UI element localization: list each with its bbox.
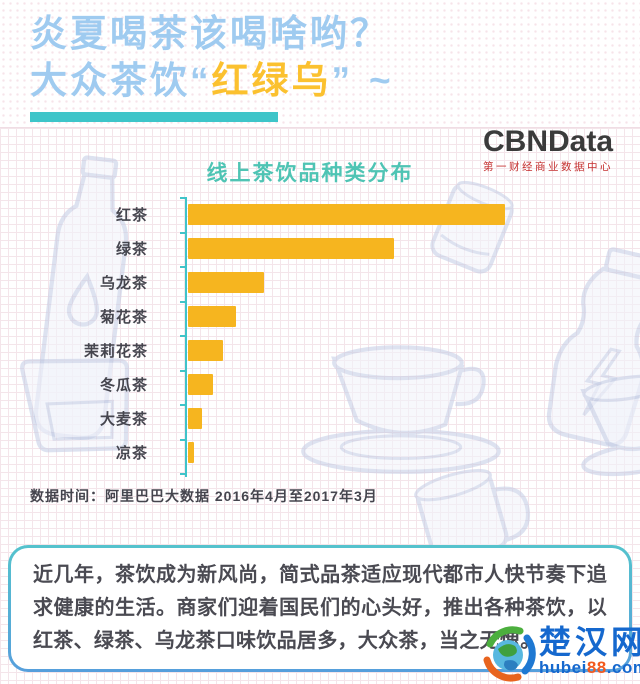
bar [188, 203, 505, 225]
main-title-line1: 炎夏喝茶该喝啥哟？ [30, 13, 390, 54]
axis-tick [180, 473, 185, 475]
axis-tick [180, 335, 185, 337]
title-tilde: ~ [369, 60, 394, 101]
axis-tick [180, 404, 185, 406]
chart-axis [180, 197, 187, 477]
main-title-line2: 大众茶饮“红绿乌” ~ [30, 57, 394, 104]
axis-tick [180, 197, 185, 199]
chart-title: 线上茶饮品种类分布 [206, 162, 414, 185]
bar [188, 441, 195, 463]
bar-label: 大麦茶 [99, 410, 148, 428]
bar [188, 407, 203, 429]
bar-row: 菊花茶 [0, 299, 640, 333]
bar-label: 茉莉花茶 [83, 342, 148, 360]
bar [188, 237, 395, 259]
axis-tick [180, 301, 185, 303]
teacup-illustration [295, 338, 507, 476]
mug-illustration [393, 451, 547, 576]
bar-row: 冬瓜茶 [0, 367, 640, 401]
bar [188, 373, 214, 395]
bar-chart: 红茶绿茶乌龙茶菊花茶茉莉花茶冬瓜茶大麦茶凉茶 [0, 197, 640, 469]
bar-label: 冬瓜茶 [99, 376, 148, 394]
bar-row: 红茶 [0, 197, 640, 231]
cbndata-logo: CBNData 第一财经商业数据中心 [468, 127, 628, 174]
title-line2-prefix: 大众茶饮 [30, 60, 190, 101]
bar-row: 乌龙茶 [0, 265, 640, 299]
axis-tick [180, 232, 185, 234]
axis-tick [180, 266, 185, 268]
brand-name: CBNData [482, 125, 614, 158]
site-url: hubei88.com [539, 658, 640, 677]
title-highlight: 红绿乌 [211, 60, 332, 101]
title-quote-open: “ [190, 60, 212, 101]
bar-label: 红茶 [115, 206, 148, 224]
bar-label: 乌龙茶 [99, 274, 148, 292]
bar-label: 菊花茶 [99, 308, 148, 326]
title-underline-bar [30, 112, 278, 122]
globe-icon [479, 625, 537, 684]
brand-subtitle: 第一财经商业数据中心 [483, 161, 613, 173]
bar-row: 绿茶 [0, 231, 640, 265]
description-box-inner: 近几年，茶饮成为新风尚，简式品茶适应现代都市人快节奏下追求健康的生活。商家们迎着… [11, 548, 629, 669]
bar-row: 凉茶 [0, 435, 640, 469]
axis-tick [180, 439, 185, 441]
axis-tick [180, 370, 185, 372]
cup-illustration [569, 367, 640, 483]
glass-illustration [10, 344, 145, 468]
bar [188, 271, 265, 293]
description-text: 近几年，茶饮成为新风尚，简式品茶适应现代都市人快节奏下追求健康的生活。商家们迎着… [33, 564, 607, 652]
bar-label: 绿茶 [115, 240, 148, 258]
site-name: 楚汉网 [539, 624, 640, 660]
data-source-note: 数据时间：阿里巴巴大数据 2016年4月至2017年3月 [30, 488, 378, 504]
title-quote-close: ” [331, 60, 353, 101]
site-watermark: 楚汉网 hubei88.com [479, 625, 640, 684]
bar-label: 凉茶 [115, 444, 148, 462]
bar-row: 大麦茶 [0, 401, 640, 435]
description-box: 近几年，茶饮成为新风尚，简式品茶适应现代都市人快节奏下追求健康的生活。商家们迎着… [8, 545, 632, 672]
bar [188, 339, 223, 361]
bar [188, 305, 236, 327]
dotted-pattern-background [0, 0, 640, 127]
header: 炎夏喝茶该喝啥哟？ 大众茶饮“红绿乌” ~ [30, 10, 394, 104]
bar-row: 茉莉花茶 [0, 333, 640, 367]
site-text: 楚汉网 hubei88.com [539, 625, 640, 677]
